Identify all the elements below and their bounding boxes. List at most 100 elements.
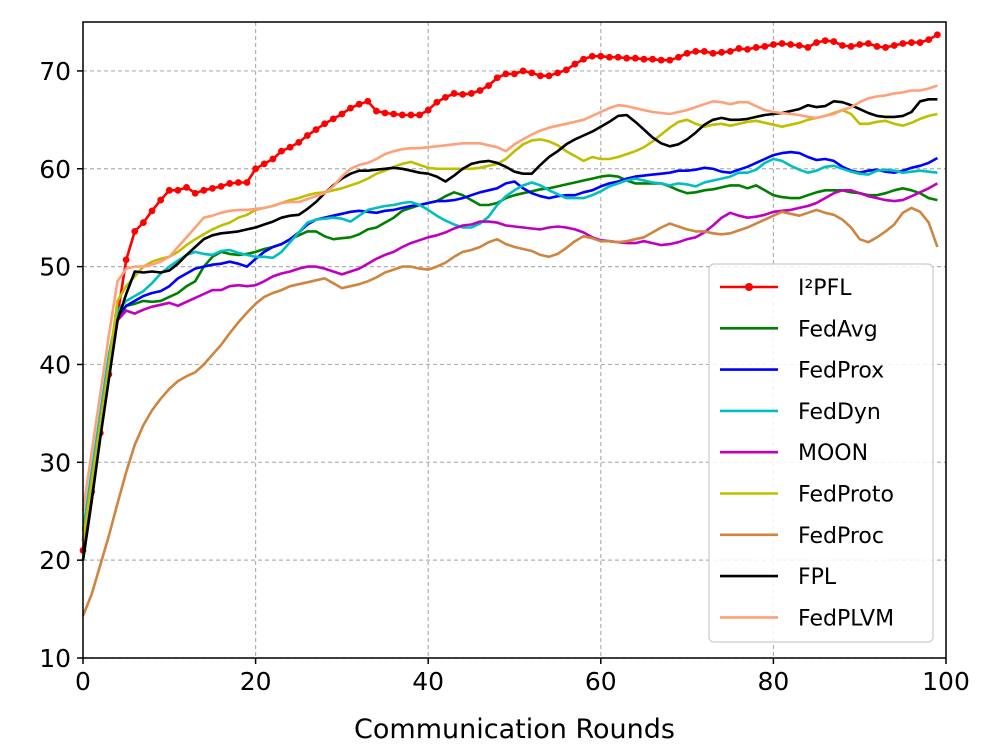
data-point-i-pfl bbox=[217, 182, 225, 190]
data-point-i-pfl bbox=[442, 93, 449, 101]
data-point-i-pfl bbox=[209, 184, 216, 192]
data-point-i-pfl bbox=[700, 47, 708, 55]
data-point-i-pfl bbox=[554, 69, 562, 77]
data-point-i-pfl bbox=[140, 219, 147, 226]
x-axis: 0 20 40 60 80 100 bbox=[75, 658, 970, 696]
data-point-i-pfl bbox=[252, 165, 259, 173]
y-tick-label: 20 bbox=[39, 546, 71, 575]
data-point-i-pfl bbox=[269, 155, 277, 163]
data-point-i-pfl bbox=[502, 70, 510, 78]
y-tick-label: 40 bbox=[39, 350, 71, 379]
data-point-i-pfl bbox=[925, 36, 933, 44]
data-point-i-pfl bbox=[597, 52, 605, 60]
series-line-moon bbox=[81, 182, 939, 541]
y-tick-label: 50 bbox=[39, 253, 71, 282]
data-point-i-pfl bbox=[467, 90, 475, 97]
series-line-fedplvm bbox=[81, 84, 938, 512]
data-point-i-pfl bbox=[847, 43, 855, 50]
data-point-i-pfl bbox=[899, 40, 907, 47]
data-point-i-pfl bbox=[312, 126, 320, 134]
data-point-i-pfl bbox=[804, 44, 812, 51]
data-point-i-pfl bbox=[226, 180, 234, 187]
data-point-i-pfl bbox=[355, 100, 363, 108]
data-point-i-pfl bbox=[528, 69, 536, 77]
data-point-i-pfl bbox=[243, 179, 251, 186]
legend-label-fpl: FPL bbox=[798, 565, 837, 590]
legend-label-moon: MOON bbox=[798, 441, 868, 466]
data-point-i-pfl bbox=[174, 186, 182, 194]
data-point-i-pfl bbox=[830, 38, 838, 45]
data-point-i-pfl bbox=[450, 90, 458, 97]
data-point-i-pfl bbox=[148, 207, 156, 215]
x-tick-label: 100 bbox=[922, 667, 970, 696]
data-point-i-pfl bbox=[588, 52, 596, 60]
data-point-i-pfl bbox=[666, 56, 674, 64]
data-point-i-pfl bbox=[536, 72, 544, 80]
data-point-i-pfl bbox=[787, 41, 795, 48]
data-point-i-pfl bbox=[381, 109, 389, 117]
y-tick-label: 10 bbox=[39, 644, 71, 673]
legend-label-fedprox: FedProx bbox=[798, 359, 884, 384]
series-layer bbox=[79, 31, 941, 617]
data-point-i-pfl bbox=[476, 87, 484, 94]
data-point-i-pfl bbox=[329, 115, 337, 123]
data-point-i-pfl bbox=[657, 56, 665, 64]
data-point-i-pfl bbox=[908, 39, 915, 46]
data-point-i-pfl bbox=[234, 179, 242, 186]
data-point-i-pfl bbox=[545, 72, 553, 80]
data-point-i-pfl bbox=[675, 53, 682, 61]
x-tick-label: 0 bbox=[75, 667, 91, 696]
data-point-i-pfl bbox=[649, 55, 656, 63]
data-point-i-pfl bbox=[398, 111, 406, 119]
data-point-i-pfl bbox=[873, 43, 881, 50]
legend: I²PFL FedAvg FedProx FedDyn MOON FedProto FedP… bbox=[708, 263, 934, 643]
legend-label-fedplvm: FedPLVM bbox=[798, 606, 894, 631]
series-line-i-pfl bbox=[81, 33, 939, 551]
data-point-i-pfl bbox=[157, 196, 165, 204]
data-point-i-pfl bbox=[744, 45, 751, 53]
data-point-i-pfl bbox=[407, 111, 415, 119]
data-point-i-pfl bbox=[416, 111, 423, 119]
data-point-i-pfl bbox=[683, 49, 691, 57]
data-point-i-pfl bbox=[890, 42, 898, 49]
series-line-fedproc bbox=[81, 206, 939, 617]
data-point-i-pfl bbox=[795, 42, 803, 49]
data-point-i-pfl bbox=[373, 107, 380, 115]
data-point-i-pfl bbox=[839, 42, 846, 49]
data-point-i-pfl bbox=[200, 186, 208, 194]
data-point-i-pfl bbox=[821, 37, 829, 44]
legend-label-fedavg: FedAvg bbox=[798, 317, 878, 342]
data-point-i-pfl bbox=[519, 67, 527, 75]
legend-label-fedproc: FedProc bbox=[798, 524, 884, 549]
x-tick-label: 60 bbox=[585, 667, 617, 696]
data-point-i-pfl bbox=[493, 74, 501, 82]
y-tick-label: 30 bbox=[39, 448, 71, 477]
data-point-i-pfl bbox=[580, 55, 587, 63]
data-point-i-pfl bbox=[631, 54, 639, 62]
y-axis: 10 20 30 40 50 60 70 bbox=[39, 57, 83, 673]
data-point-i-pfl bbox=[864, 40, 872, 47]
legend-marker-i-pfl bbox=[745, 283, 753, 291]
series-line-fedavg bbox=[81, 174, 938, 561]
data-point-i-pfl bbox=[347, 104, 354, 112]
y-tick-label: 70 bbox=[39, 57, 71, 86]
data-point-i-pfl bbox=[623, 54, 631, 62]
series-line-feddyn bbox=[81, 157, 938, 531]
data-point-i-pfl bbox=[122, 256, 130, 264]
plot-frame bbox=[82, 21, 947, 659]
data-point-i-pfl bbox=[856, 41, 864, 48]
data-point-i-pfl bbox=[709, 49, 717, 57]
series-line-fpl bbox=[81, 98, 938, 561]
data-point-i-pfl bbox=[165, 186, 173, 194]
x-axis-title: Communication Rounds bbox=[354, 714, 675, 745]
legend-frame bbox=[708, 263, 934, 643]
data-point-i-pfl bbox=[390, 110, 398, 118]
data-point-i-pfl bbox=[882, 44, 889, 51]
data-point-i-pfl bbox=[485, 82, 493, 89]
data-point-i-pfl bbox=[726, 47, 734, 55]
data-point-i-pfl bbox=[770, 41, 777, 48]
data-point-i-pfl bbox=[718, 48, 726, 56]
data-point-i-pfl bbox=[459, 91, 467, 98]
data-point-i-pfl bbox=[338, 110, 346, 118]
legend-label-feddyn: FedDyn bbox=[798, 400, 881, 425]
